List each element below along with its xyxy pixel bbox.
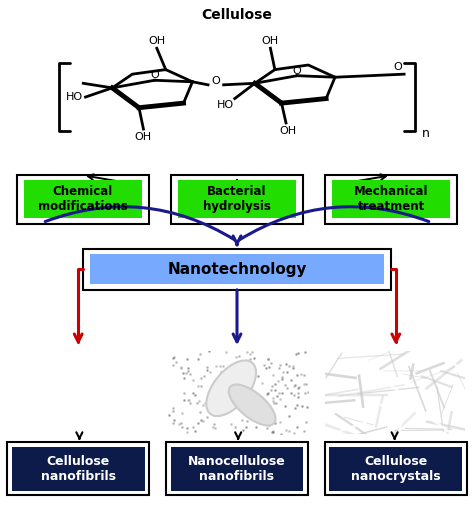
Text: Cellulose
nanofibrils: Cellulose nanofibrils — [41, 455, 116, 483]
FancyBboxPatch shape — [325, 442, 467, 495]
FancyBboxPatch shape — [171, 175, 303, 224]
FancyBboxPatch shape — [24, 180, 142, 218]
Text: Nanocellulose
nanofibrils: Nanocellulose nanofibrils — [188, 455, 286, 483]
Text: Nanotechnology: Nanotechnology — [167, 262, 307, 277]
FancyBboxPatch shape — [325, 175, 457, 224]
Text: Bacterial
hydrolysis: Bacterial hydrolysis — [203, 185, 271, 213]
FancyBboxPatch shape — [178, 180, 296, 218]
FancyBboxPatch shape — [166, 442, 308, 495]
FancyBboxPatch shape — [83, 249, 391, 290]
FancyBboxPatch shape — [329, 447, 462, 491]
Text: Chemical
modifications: Chemical modifications — [38, 185, 128, 213]
FancyBboxPatch shape — [171, 447, 303, 491]
FancyBboxPatch shape — [90, 254, 384, 284]
Text: Mechanical
treatment: Mechanical treatment — [354, 185, 428, 213]
FancyBboxPatch shape — [7, 442, 149, 495]
FancyBboxPatch shape — [17, 175, 149, 224]
Text: Cellulose
nanocrystals: Cellulose nanocrystals — [351, 455, 441, 483]
Text: Cellulose: Cellulose — [201, 8, 273, 22]
FancyBboxPatch shape — [332, 180, 450, 218]
FancyBboxPatch shape — [12, 447, 145, 491]
